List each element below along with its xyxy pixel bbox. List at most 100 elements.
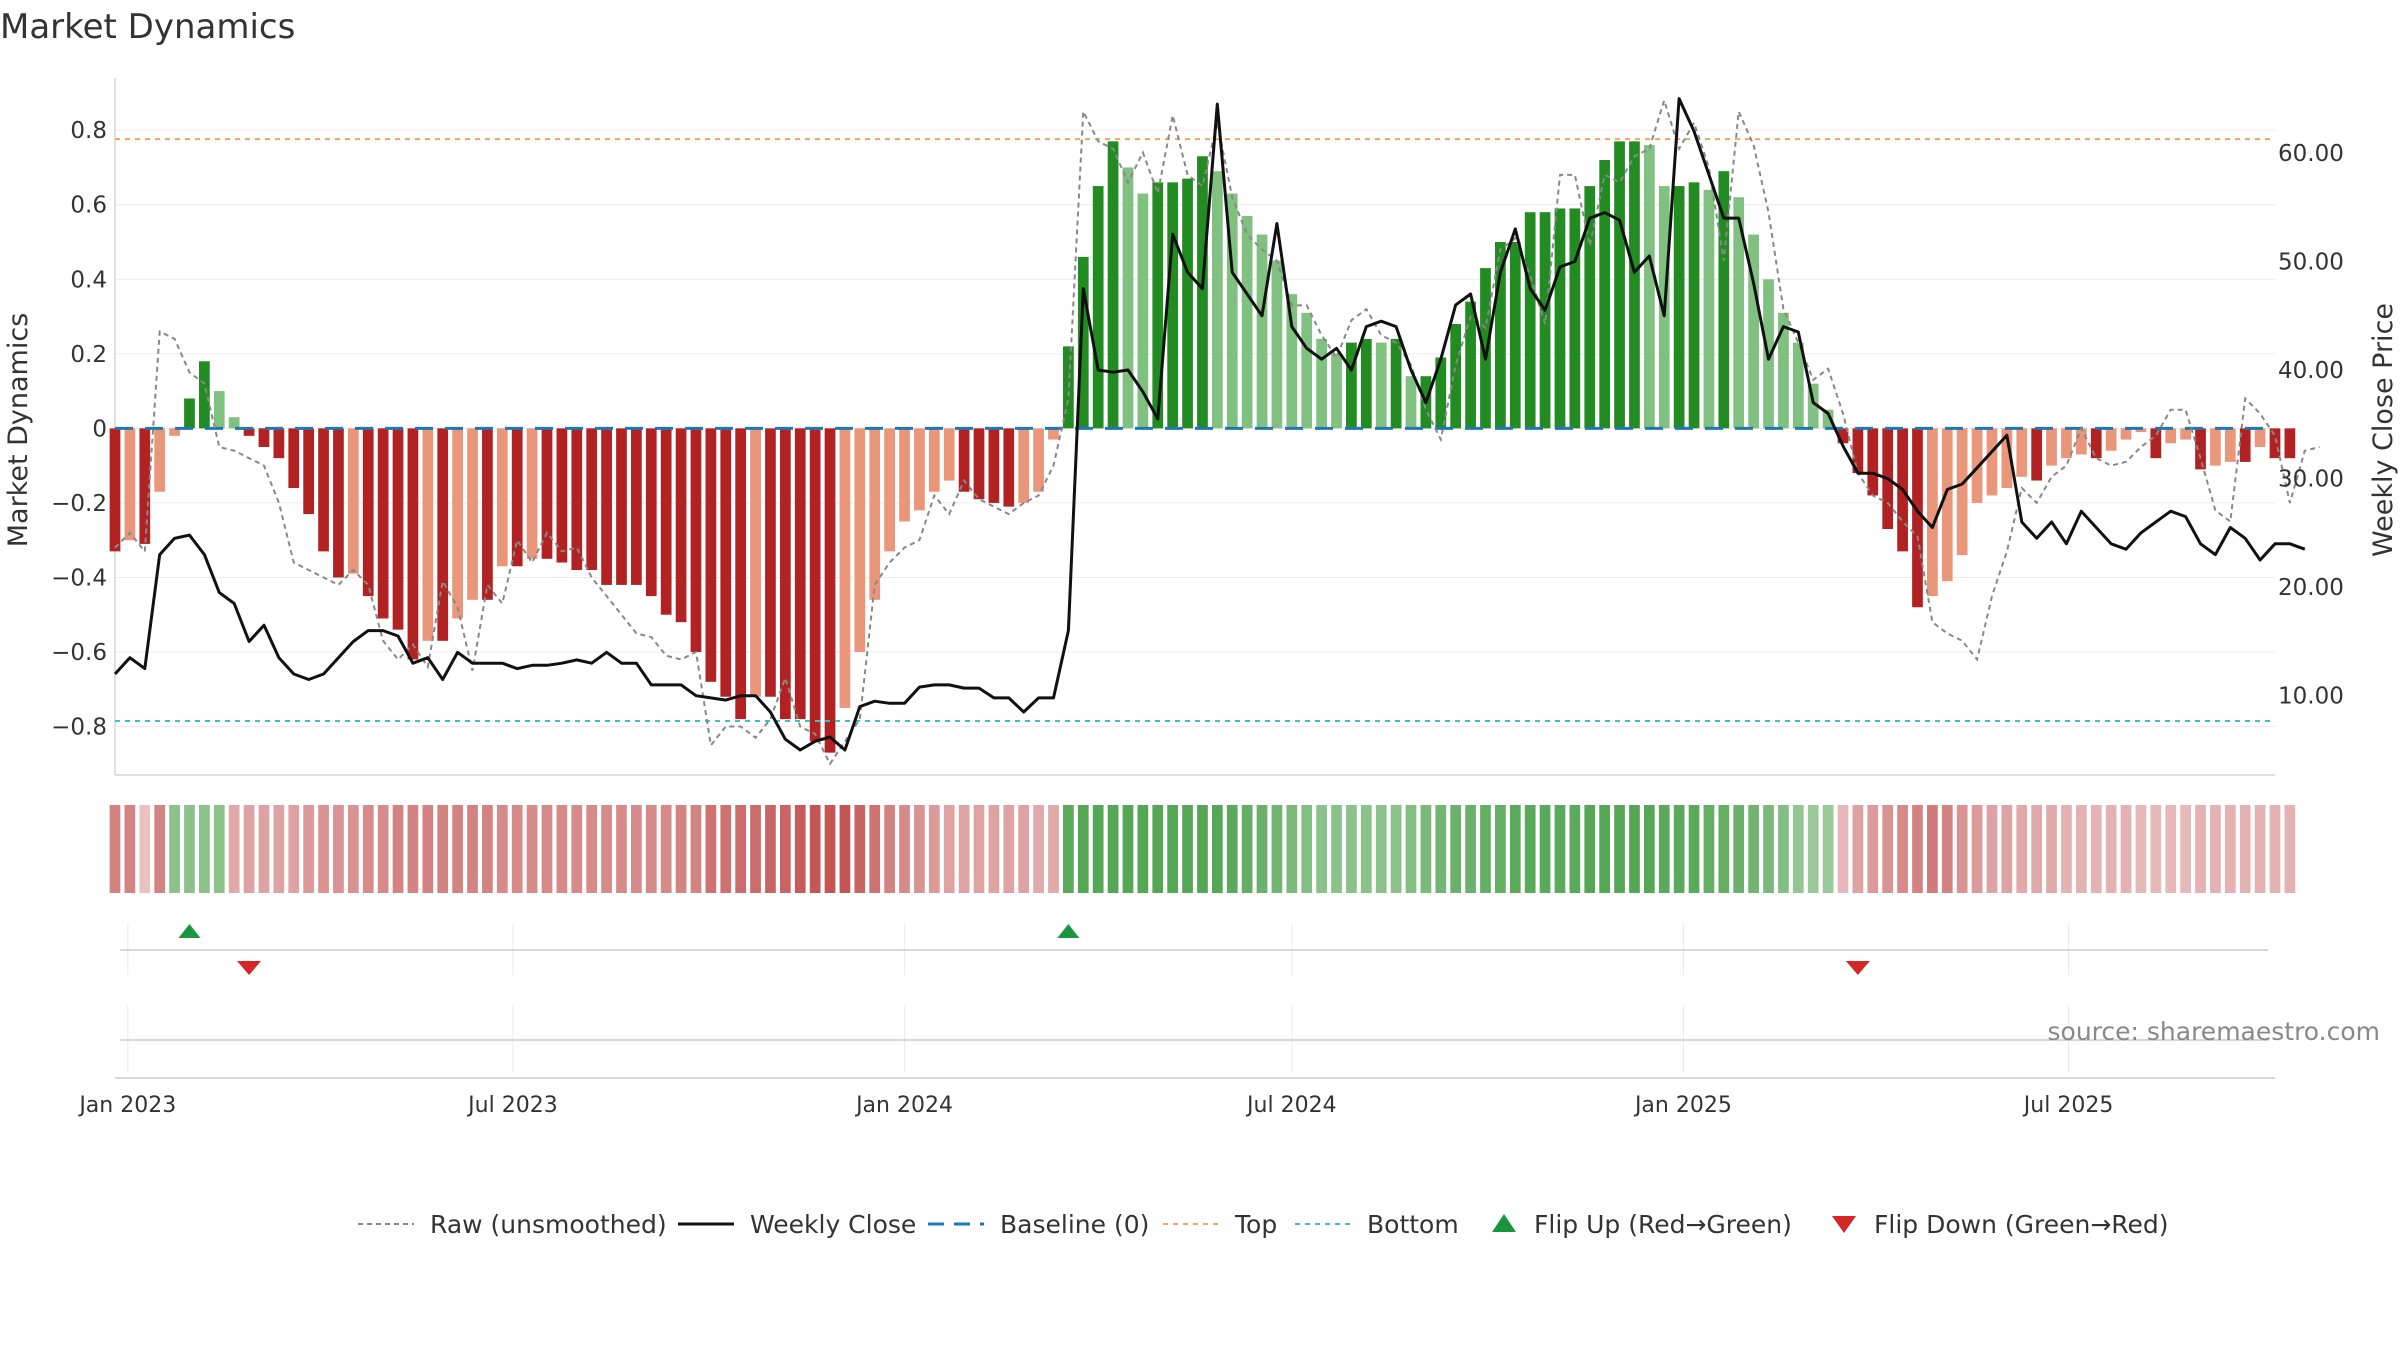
dynamics-bar (1852, 428, 1864, 474)
dynamics-bar (1837, 428, 1849, 444)
regime-cell (1122, 805, 1134, 893)
dynamics-bar (1629, 141, 1640, 429)
dynamics-bar (1792, 342, 1804, 429)
regime-cell (1077, 805, 1089, 893)
regime-cell (645, 805, 657, 893)
flip-up-marker (1057, 924, 1080, 938)
main-lines (113, 97, 2320, 766)
dynamics-bar (1584, 186, 1596, 429)
dynamics-bar (124, 428, 136, 541)
regime-cell (899, 805, 910, 893)
dynamics-bar (1450, 324, 1462, 429)
y-tick-label: 0 (92, 416, 107, 442)
regime-cell (1063, 805, 1074, 893)
dynamics-bar (1986, 428, 1998, 496)
regime-cell (2269, 805, 2281, 893)
main-gridlines (114, 78, 2275, 776)
legend-label: Flip Up (Red→Green) (1534, 1210, 1792, 1239)
source-panel (120, 1005, 2268, 1072)
regime-cell (1688, 805, 1700, 893)
y2-tick-label: 50.00 (2278, 249, 2344, 275)
dynamics-bar (750, 428, 761, 697)
legend-label: Top (1234, 1210, 1277, 1239)
dynamics-bar (1286, 294, 1298, 429)
dynamics-bar (1599, 160, 1611, 429)
dynamics-bar (169, 428, 180, 436)
dynamics-bar (184, 398, 195, 429)
y-tick-label: −0.8 (51, 715, 107, 741)
regime-cell (139, 805, 151, 893)
dynamics-bar (779, 428, 791, 720)
dynamics-bar (333, 428, 344, 578)
regime-cell (1584, 805, 1596, 893)
x-tick-label: Jan 2023 (77, 1093, 176, 1118)
regime-cell (884, 805, 895, 893)
y2-axis-label: Weekly Close Price (2368, 303, 2399, 557)
regime-cell (1748, 805, 1759, 893)
dynamics-bar (2031, 428, 2043, 481)
dynamics-bar (720, 428, 732, 697)
regime-cell (1986, 805, 1998, 893)
y2-axis-ticks: 60.00 50.00 40.00 30.00 20.00 10.00 (2278, 141, 2344, 710)
regime-cell (2120, 805, 2132, 893)
dynamics-bar (437, 428, 449, 641)
dynamics-bar (1122, 167, 1134, 429)
dynamics-bar (914, 428, 925, 511)
regime-cell (2224, 805, 2236, 893)
dynamics-bar (884, 428, 895, 552)
regime-cell (1837, 805, 1849, 893)
dynamics-bar (1867, 428, 1879, 496)
dynamics-bar (2210, 428, 2221, 466)
regime-cell (705, 805, 717, 893)
regime-cell (1882, 805, 1894, 893)
dynamics-bar (482, 428, 493, 600)
dynamics-bar (899, 428, 910, 522)
regime-cell (2105, 805, 2117, 893)
weekly-close-line (113, 97, 2306, 752)
regime-cell (1211, 805, 1223, 893)
dynamics-bar (1941, 428, 1953, 582)
dynamics-bar (1748, 234, 1759, 429)
regime-cell (2001, 805, 2013, 893)
regime-cell (541, 805, 553, 893)
dynamics-bar (2090, 428, 2102, 459)
dynamics-bar (1316, 338, 1327, 429)
dynamics-bar (854, 428, 866, 652)
dynamics-bar (2165, 428, 2177, 444)
y-tick-label: −0.6 (51, 640, 107, 666)
regime-cell (2061, 805, 2072, 893)
regime-cell (1420, 805, 1432, 893)
regime-cell (1197, 805, 1208, 893)
regime-cell (1956, 805, 1968, 893)
regime-cell (616, 805, 627, 893)
legend-label: Raw (unsmoothed) (430, 1210, 667, 1239)
dynamics-bar (2001, 428, 2013, 488)
regime-cell (1033, 805, 1044, 893)
dynamics-bar (735, 428, 747, 720)
dynamics-bar (2284, 428, 2296, 459)
regime-cell (1107, 805, 1119, 893)
regime-cell (303, 805, 315, 893)
regime-cell (660, 805, 672, 893)
y-tick-label: 0.8 (70, 118, 107, 144)
regime-cell (1018, 805, 1030, 893)
dynamics-bar (2180, 428, 2191, 440)
dynamics-bar (1137, 193, 1149, 429)
regime-cell (1673, 805, 1685, 893)
regime-cell (958, 805, 970, 893)
regime-cell (1852, 805, 1864, 893)
regime-cell (347, 805, 359, 893)
dynamics-bar (288, 428, 300, 488)
dynamics-bar (452, 428, 463, 619)
dynamics-bar (601, 428, 612, 585)
dynamics-bar (1063, 346, 1074, 429)
dynamics-bar (154, 428, 166, 492)
dynamics-bar (1375, 342, 1387, 429)
flip-down-marker (1845, 961, 1870, 975)
dynamics-bar (2061, 428, 2072, 459)
regime-cell (511, 805, 523, 893)
dynamics-bar (1271, 260, 1283, 429)
dynamics-bar (1003, 428, 1015, 507)
regime-cell (2254, 805, 2266, 893)
